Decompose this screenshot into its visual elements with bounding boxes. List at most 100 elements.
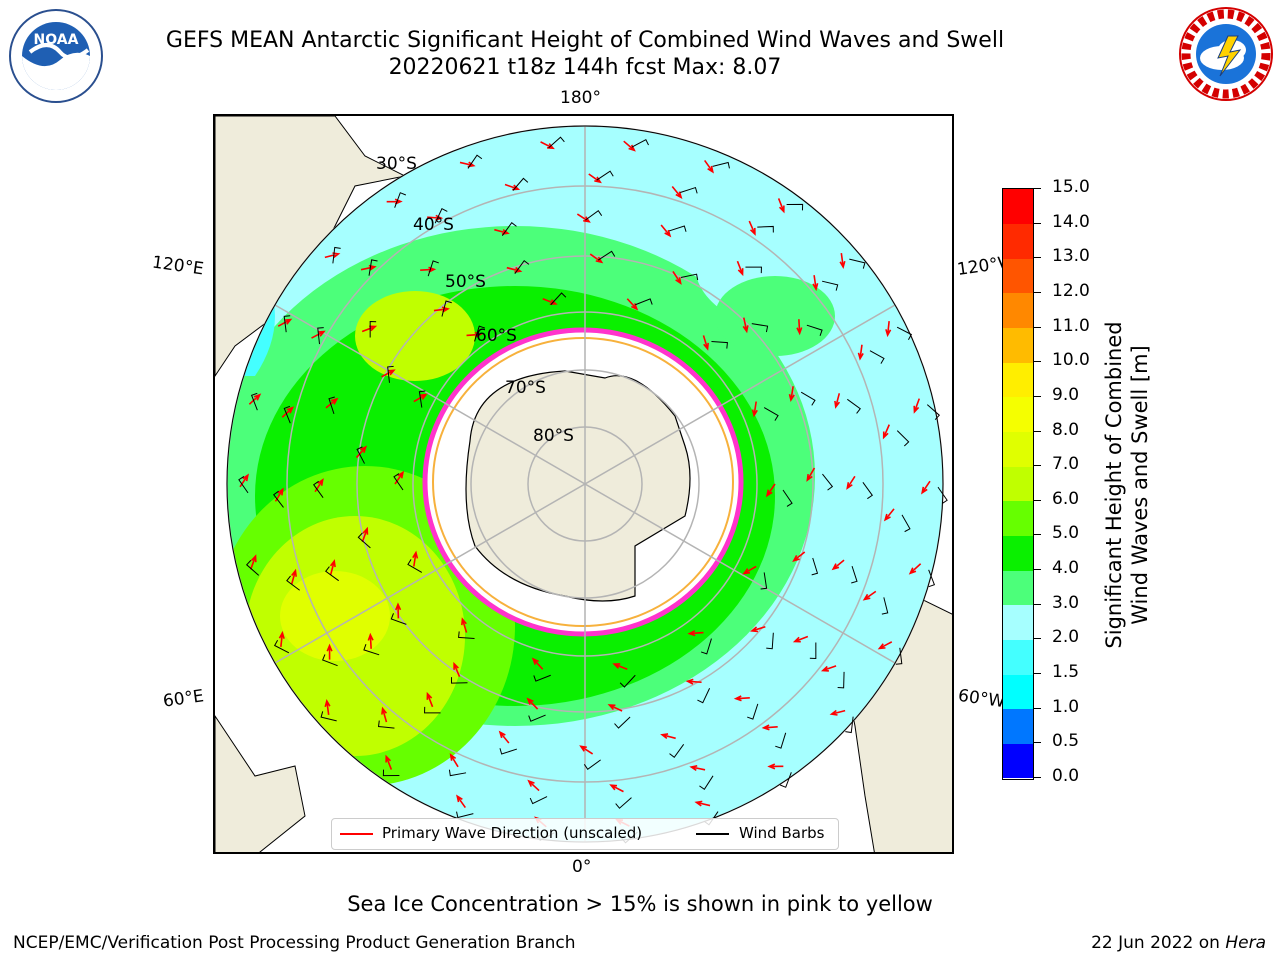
colorbar-segment [1003,674,1033,710]
wave-direction-arrow [607,704,623,712]
wind-barb [809,642,817,659]
wind-barb [615,797,632,809]
wave-direction-arrow [792,635,809,643]
wave-direction-arrow [314,478,324,493]
wave-direction-arrow [921,480,931,495]
colorbar-segment [1003,362,1033,398]
sea-ice-inner [432,337,734,627]
wind-barb [822,280,839,291]
colorbar [1002,188,1034,780]
legend-barb-line [696,833,729,835]
nws-logo-icon [1179,7,1273,101]
colorbar-tick [1034,777,1041,778]
colorbar-segment [1003,604,1033,640]
wind-barb [680,273,699,281]
wind-barb [806,324,823,336]
colorbar-tick-label: 12.0 [1052,280,1090,301]
colorbar-segment [1003,743,1033,779]
wind-barb [851,565,858,584]
wind-barb [548,136,565,149]
colorbar-title-line2: Wind Waves and Swell [m] [1128,345,1152,625]
wind-barb [448,769,467,777]
wind-barb [849,258,866,269]
wave-direction-arrow [672,271,682,285]
wind-barb [328,396,335,415]
wave-direction-arrow [687,630,704,637]
wave-direction-arrow [394,470,405,485]
wave-direction-arrow [660,733,676,740]
wind-barb [283,315,291,333]
wind-barb [901,514,911,533]
colorbar-tick-label: 8.0 [1052,419,1080,440]
wave-direction-arrow [748,220,756,236]
lon-label-0: 0° [572,857,592,877]
colorbar-tick-label: 15.0 [1052,177,1090,197]
wave-direction-arrow [846,475,856,490]
wave-direction-arrow [579,745,594,755]
wave-direction-arrow [461,617,468,633]
polar-map-canvas [215,116,952,852]
wind-barb [700,638,712,655]
wave-direction-arrow [908,563,922,575]
lat-label-40s: 40°S [413,215,454,235]
colorbar-tick-label: 4.0 [1052,558,1080,579]
wind-barb [763,407,779,421]
colorbar-tick-label: 3.0 [1052,592,1080,613]
lat-label-50s: 50°S [445,272,486,292]
wind-barb [283,405,291,424]
wind-barb [424,706,441,714]
colorbar-tick-label: 11.0 [1052,315,1090,336]
wave-direction-arrow [626,298,639,311]
wind-barb [937,486,948,504]
wind-barb [614,716,631,729]
wind-barb [394,192,407,208]
wind-barb [393,473,404,491]
wave-direction-arrow [367,632,374,649]
lat-label-70s: 70°S [505,378,546,398]
wind-barb [245,560,260,576]
wave-direction-arrow [883,508,895,522]
noaa-logo-icon: NOAA [9,9,103,103]
wind-barb [529,796,548,805]
wave-direction-arrow [248,393,262,405]
colorbar-tick [1034,257,1041,259]
wind-barb [382,769,400,777]
wave-direction-arrow [862,590,877,601]
wind-barb [357,532,371,549]
wave-direction-arrow [612,663,628,670]
colorbar-segment [1003,292,1033,329]
colorbar-segment [1003,223,1033,259]
wave-direction-arrow [857,344,864,361]
wave-direction-arrow [834,393,841,409]
wind-barb [312,480,324,498]
wave-direction-arrow [527,779,540,792]
lon-label-60e: 60°E [161,686,206,712]
wind-barb [680,186,698,194]
wave-direction-arrow [742,565,757,575]
wave-direction-arrow [426,691,434,708]
colorbar-tick-label: 10.0 [1052,350,1090,371]
wave-direction-arrow [531,657,544,670]
wind-barb [499,748,518,755]
wave-direction-arrow [671,186,683,199]
wind-barb [782,489,793,507]
wave-direction-arrow [685,678,702,685]
wave-direction-arrow [385,754,393,770]
africa-land [215,715,306,852]
wave-direction-arrow [806,467,816,482]
legend: Primary Wave Direction (unscaled) Wind B… [331,818,839,850]
wind-barb [583,759,601,771]
wind-barb [250,392,258,411]
wind-barb [845,716,854,734]
wave-direction-arrow [329,559,336,575]
wave-direction-arrow [796,319,803,336]
wind-barb [286,575,300,591]
wave-direction-arrow [885,321,892,338]
wind-barb [528,714,546,722]
wave-direction-arrow [278,630,285,647]
wind-barb [596,170,614,181]
ice-note: Sea Ice Concentration > 15% is shown in … [347,892,933,916]
wave-direction-arrow [882,424,890,440]
wind-barb [320,711,337,722]
colorbar-segment [1003,708,1033,744]
